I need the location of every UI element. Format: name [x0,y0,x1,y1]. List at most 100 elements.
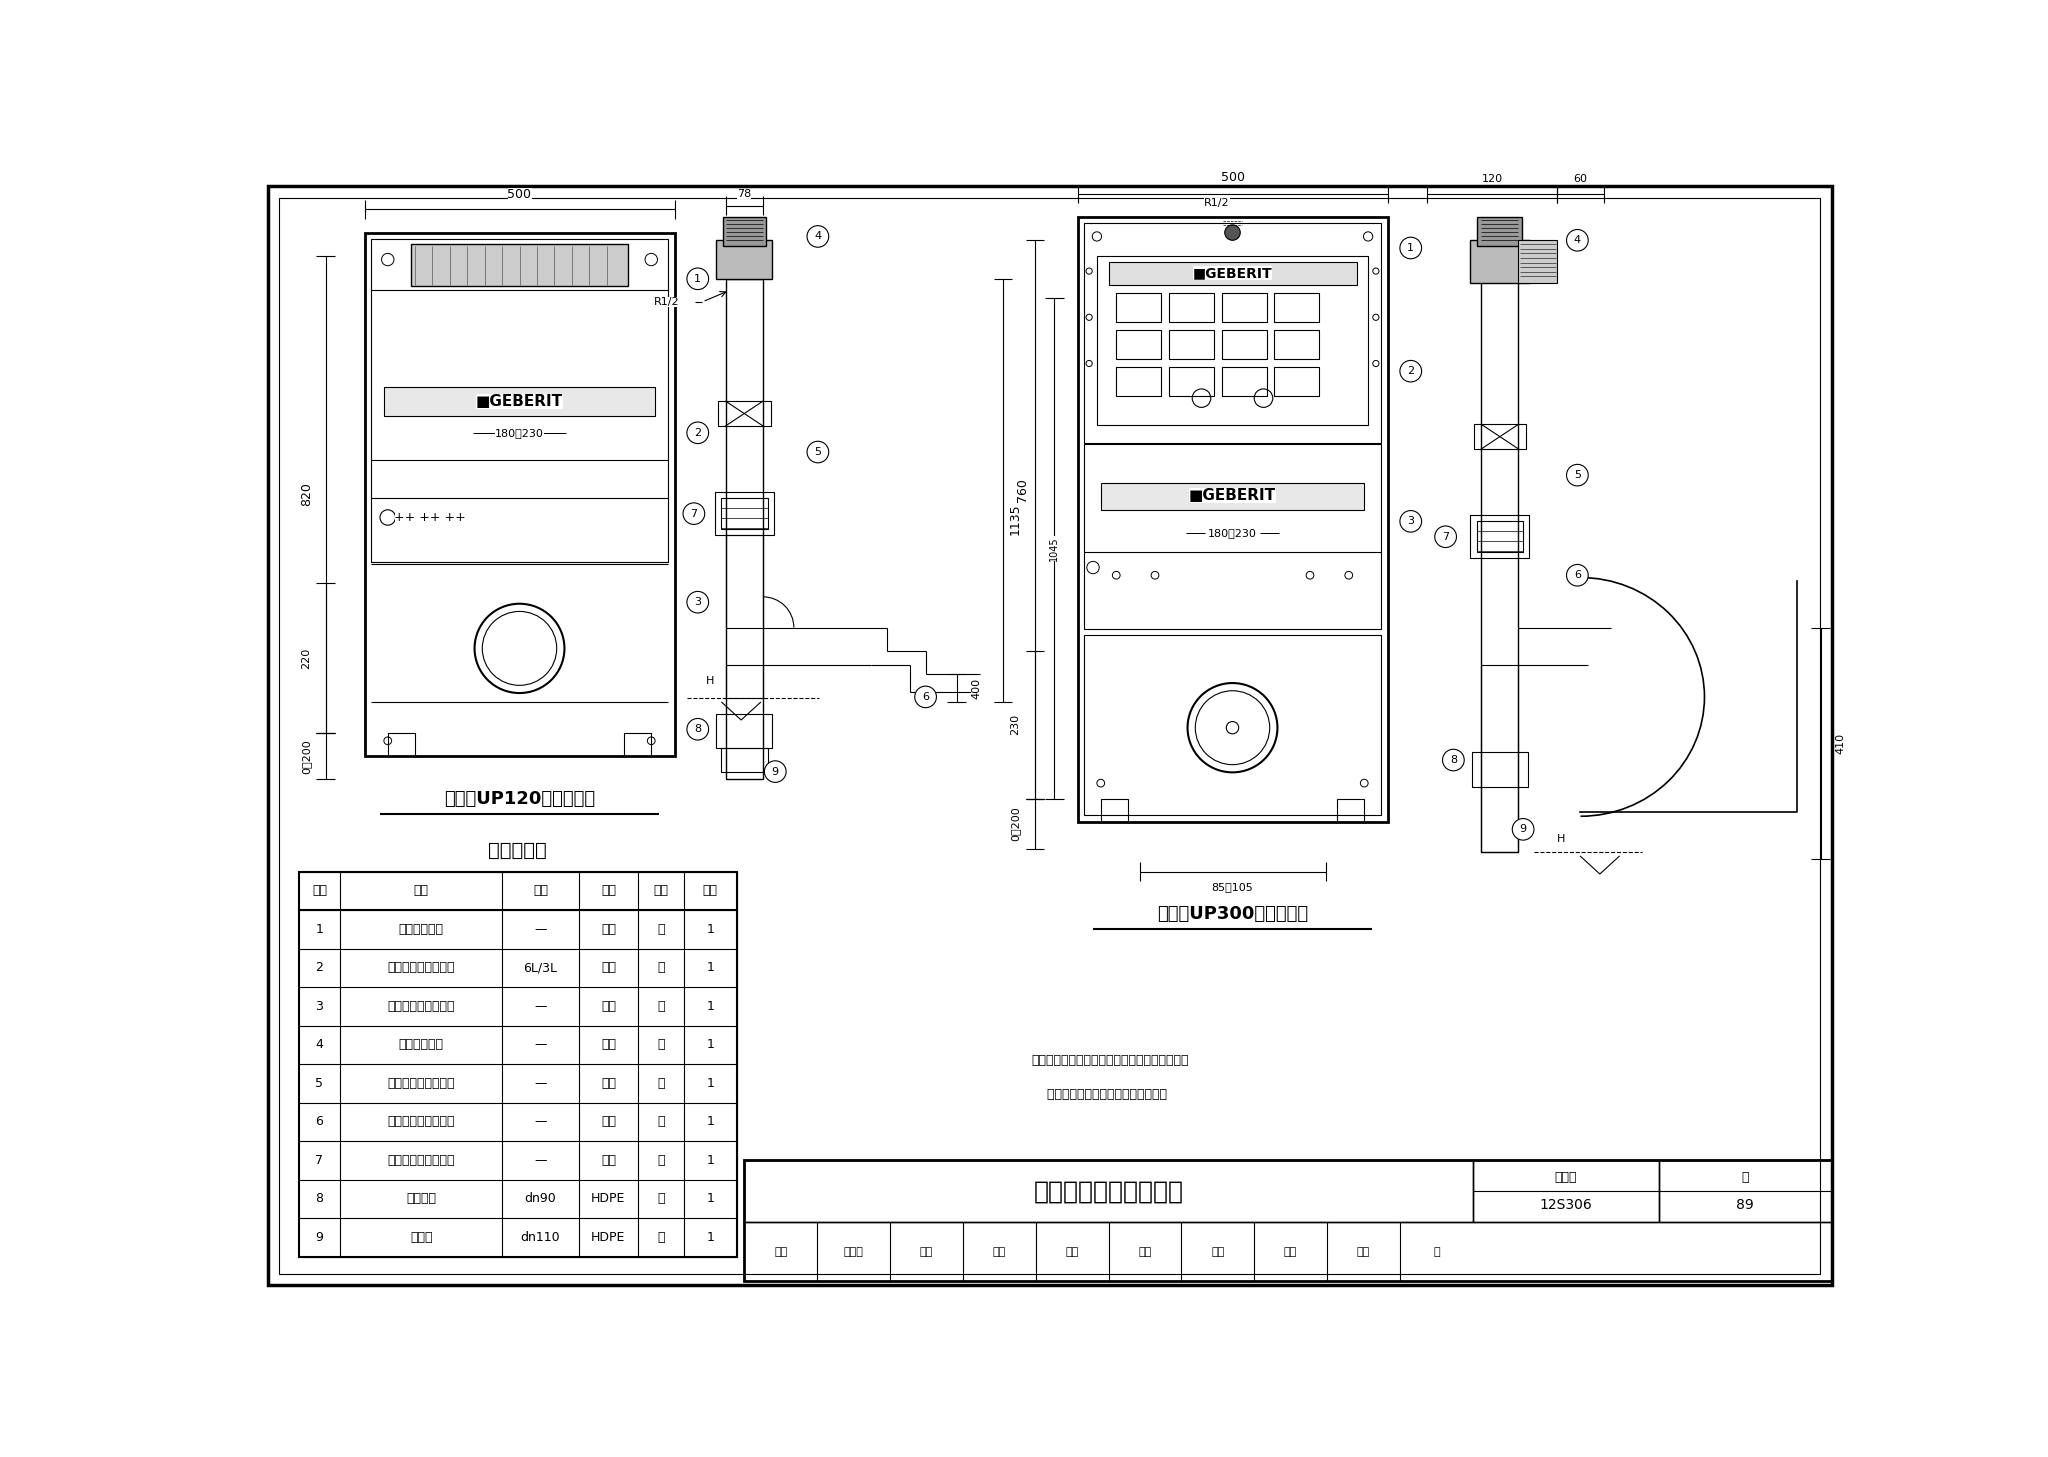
Circle shape [807,226,829,248]
Text: 1: 1 [1407,243,1415,254]
Text: 7: 7 [690,508,698,519]
Text: 名称: 名称 [414,884,428,898]
Text: 3: 3 [1407,516,1415,526]
Bar [1223,293,1266,322]
Text: 5: 5 [1573,471,1581,481]
Text: 1: 1 [707,962,715,975]
Text: 1: 1 [694,274,700,284]
Text: 型钢: 型钢 [600,922,616,935]
Circle shape [764,761,786,782]
Bar [1481,664,1518,852]
Circle shape [915,686,936,708]
Text: 1: 1 [707,1231,715,1244]
Bar [1108,262,1356,286]
Text: 页: 页 [1434,1247,1440,1257]
Text: 套: 套 [657,1077,666,1090]
Circle shape [686,423,709,443]
Text: 单位: 单位 [653,884,668,898]
Circle shape [686,592,709,613]
Text: 7: 7 [1442,532,1450,542]
Text: 400: 400 [971,678,981,698]
Text: 材料: 材料 [600,884,616,898]
Text: 固定卡座和卡圈组件: 固定卡座和卡圈组件 [387,1000,455,1013]
Text: 冯旭东: 冯旭东 [844,1247,864,1257]
Text: dn90: dn90 [524,1192,557,1205]
Text: 0～200: 0～200 [1010,806,1020,841]
Bar [371,239,668,562]
Text: 500: 500 [1221,170,1245,184]
Bar [721,498,768,529]
Bar [725,535,762,628]
Bar [1116,367,1161,396]
Bar [1083,635,1380,816]
Text: 78: 78 [737,189,752,200]
Circle shape [1567,564,1589,586]
Text: 编号: 编号 [311,884,328,898]
Text: ■GEBERIT: ■GEBERIT [1192,267,1272,280]
Text: 注：本图安装根据上海吉博力房屋卫生设备工程: 注：本图安装根据上海吉博力房屋卫生设备工程 [1030,1053,1188,1067]
Bar [365,233,674,756]
Text: 马桶进水口连接组件: 马桶进水口连接组件 [387,1154,455,1167]
Bar [1274,329,1319,358]
Text: HDPE: HDPE [592,1192,625,1205]
Text: H: H [1556,833,1565,844]
Text: dn110: dn110 [520,1231,561,1244]
Text: 水箱及冲水弯管组件: 水箱及冲水弯管组件 [387,962,455,975]
Text: 个: 个 [657,1231,666,1244]
Text: 规格: 规格 [532,884,549,898]
Circle shape [1567,465,1589,487]
Circle shape [1511,819,1534,841]
Text: 6: 6 [1573,570,1581,580]
Bar [743,1160,1831,1281]
Text: 校对: 校对 [993,1247,1006,1257]
Text: R1/2: R1/2 [1204,198,1229,208]
Bar [717,240,772,278]
Text: 徐琴: 徐琴 [1065,1247,1079,1257]
Text: 审核: 审核 [774,1247,786,1257]
Text: 绘琴: 绘琴 [1139,1247,1151,1257]
Text: 套: 套 [657,962,666,975]
Text: 60: 60 [1573,173,1587,184]
Circle shape [1567,230,1589,251]
Bar [1477,217,1522,246]
Text: —: — [535,1000,547,1013]
Text: 12S306: 12S306 [1540,1199,1591,1212]
Bar [717,714,772,749]
Bar [1169,293,1214,322]
Text: 89: 89 [1737,1199,1753,1212]
Circle shape [1225,224,1241,240]
Text: 套: 套 [657,1116,666,1128]
Text: 岫岭: 岫岭 [920,1247,934,1257]
Text: 张夏: 张夏 [1284,1247,1296,1257]
Text: —: — [535,922,547,935]
Bar [1473,424,1526,449]
Text: 4: 4 [315,1039,324,1052]
Bar [1470,516,1530,558]
Text: 500: 500 [508,188,532,201]
Text: 1: 1 [315,922,324,935]
Text: 7: 7 [315,1154,324,1167]
Text: 下接套: 下接套 [410,1231,432,1244]
Bar [721,749,768,772]
Text: 5: 5 [815,447,821,457]
Text: 180～230: 180～230 [496,428,545,437]
Text: 9: 9 [1520,825,1526,835]
Bar [1518,240,1556,283]
Text: 1: 1 [707,1154,715,1167]
Text: 隐蔽水箱大样图（一）: 隐蔽水箱大样图（一） [1034,1179,1184,1203]
Text: 820: 820 [299,482,313,507]
Text: 2: 2 [694,428,700,437]
Text: 410: 410 [1835,733,1845,753]
Circle shape [686,718,709,740]
Bar [719,401,770,425]
Text: 1: 1 [707,1192,715,1205]
Text: 2: 2 [315,962,324,975]
Bar [1169,329,1214,358]
Bar [387,733,416,756]
Text: 配套: 配套 [600,1154,616,1167]
Text: 1: 1 [707,1039,715,1052]
Text: 颜夏: 颜夏 [1358,1247,1370,1257]
Text: —: — [535,1039,547,1052]
Bar [1098,255,1368,425]
Text: 85～105: 85～105 [1212,881,1253,892]
